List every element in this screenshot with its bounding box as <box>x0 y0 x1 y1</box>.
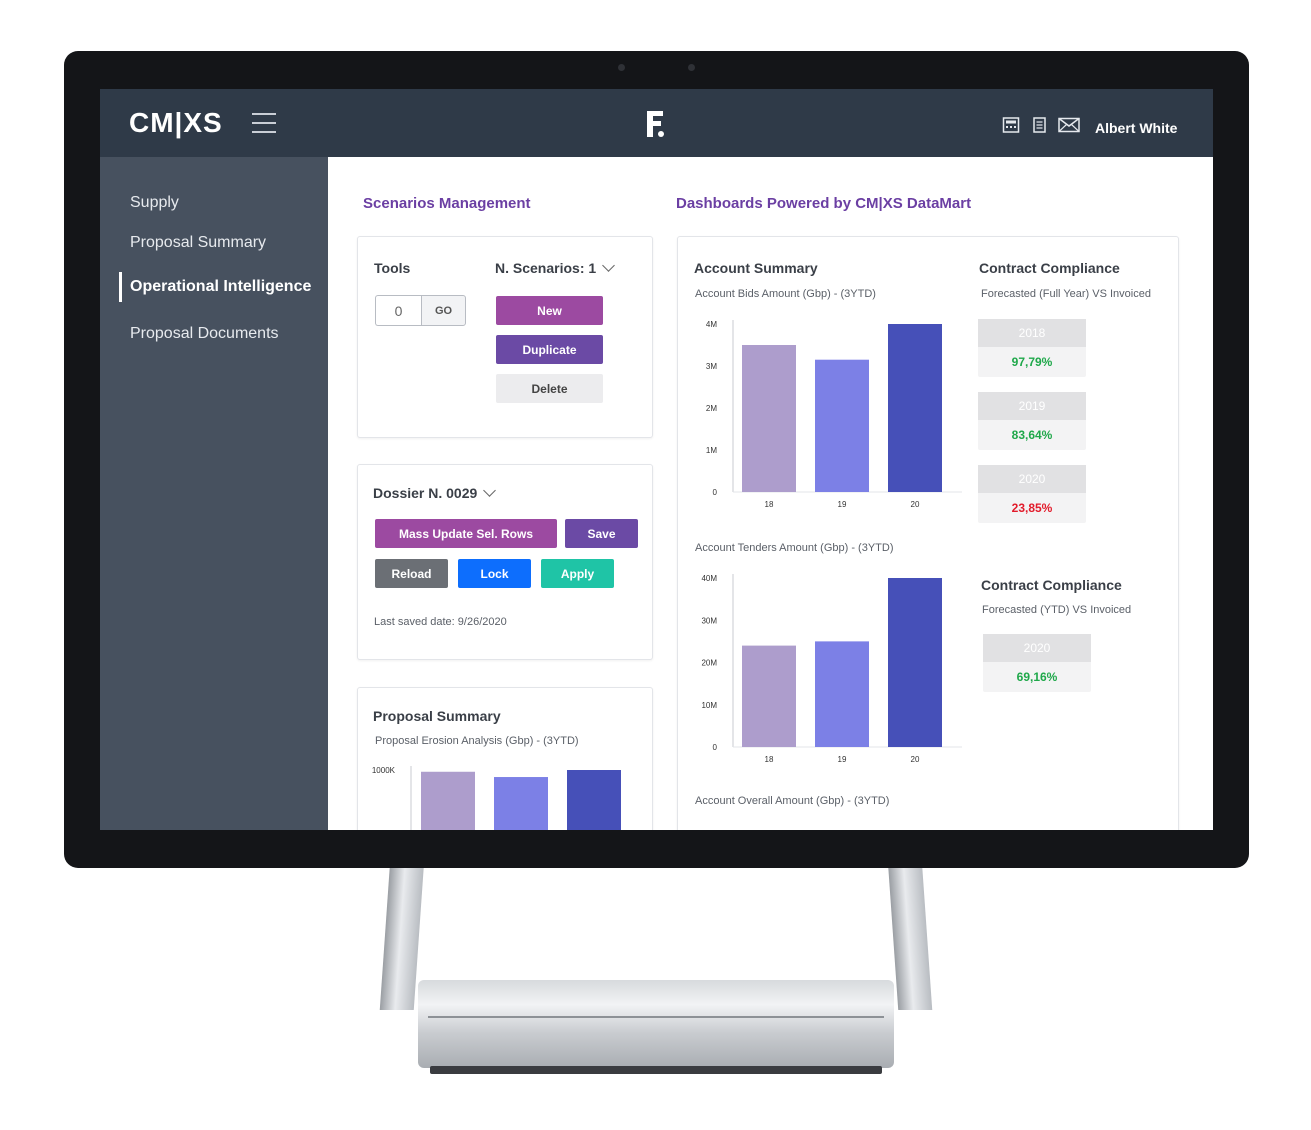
proposal-bar <box>421 771 475 830</box>
proposal-bar <box>567 770 621 830</box>
tenders-y-tick-label: 0 <box>713 743 718 752</box>
mass-update-button[interactable]: Mass Update Sel. Rows <box>375 519 557 548</box>
contract-compliance-ytd-subtitle: Forecasted (YTD) VS Invoiced <box>982 604 1132 616</box>
tools-card: Tools N. Scenarios: 1 GO New Duplicate D… <box>357 236 653 438</box>
duplicate-button[interactable]: Duplicate <box>496 335 603 364</box>
kpi-year: 2018 <box>978 319 1086 347</box>
scenarios-count: N. Scenarios: 1 <box>495 260 597 276</box>
bids-bar <box>815 359 869 492</box>
save-button[interactable]: Save <box>565 519 638 548</box>
delete-button[interactable]: Delete <box>496 374 603 403</box>
scenario-number-input[interactable] <box>375 295 421 326</box>
kpi-value: 23,85% <box>1011 501 1053 515</box>
tenders-bar <box>888 578 942 747</box>
bids-bar <box>888 324 942 492</box>
sidebar: Supply Proposal Summary Operational Inte… <box>100 157 328 830</box>
top-bar: CM|XS Albert White <box>100 89 1213 157</box>
new-button[interactable]: New <box>496 296 603 325</box>
proposal-summary-title: Proposal Summary <box>373 708 501 724</box>
calculator-icon[interactable] <box>1002 117 1020 133</box>
kpi-value: 83,64% <box>1011 428 1053 442</box>
bids-y-tick-label: 2M <box>706 404 717 413</box>
account-bids-subtitle: Account Bids Amount (Gbp) - (3YTD) <box>695 288 876 300</box>
lock-button[interactable]: Lock <box>458 559 531 588</box>
monitor-stand-right-arm <box>887 860 933 1010</box>
contract-compliance-ytd-title: Contract Compliance <box>981 577 1122 593</box>
contract-compliance-fy-title: Contract Compliance <box>979 260 1120 276</box>
bids-y-tick-label: 0 <box>713 488 718 497</box>
camera-lens <box>688 64 695 71</box>
scenarios-dropdown[interactable]: N. Scenarios: 1 <box>495 258 616 276</box>
app-screen: CM|XS Albert White <box>100 89 1213 830</box>
tenders-bar <box>815 641 869 747</box>
bids-y-tick-label: 3M <box>706 362 717 371</box>
tenders-bar <box>742 645 796 747</box>
proposal-summary-subtitle: Proposal Erosion Analysis (Gbp) - (3YTD) <box>375 735 579 747</box>
sidebar-item-supply[interactable]: Supply <box>130 194 179 211</box>
proposal-y-tick-label: 1000K <box>372 766 396 775</box>
monitor-stand-base <box>418 980 894 1068</box>
kpi-year: 2020 <box>978 465 1086 493</box>
kpi-year: 2020 <box>983 634 1091 662</box>
chevron-down-icon <box>483 483 497 497</box>
kpi-tile-2020[interactable]: 2020 23,85% <box>978 465 1086 523</box>
bids-bar <box>742 345 796 492</box>
sidebar-item-proposal-documents[interactable]: Proposal Documents <box>130 325 279 342</box>
hamburger-icon[interactable] <box>252 113 276 133</box>
kpi-value: 69,16% <box>1016 670 1058 684</box>
proposal-bar <box>494 777 548 830</box>
account-tenders-subtitle: Account Tenders Amount (Gbp) - (3YTD) <box>695 542 894 554</box>
apply-button[interactable]: Apply <box>541 559 614 588</box>
kpi-tile-2018[interactable]: 2018 97,79% <box>978 319 1086 377</box>
proposal-erosion-chart: 1000K <box>372 766 621 830</box>
brand-logo-icon <box>647 111 664 137</box>
last-saved-date: Last saved date: 9/26/2020 <box>374 616 507 628</box>
tenders-y-tick-label: 20M <box>701 659 717 668</box>
kpi-year: 2019 <box>978 392 1086 420</box>
dossier-dropdown[interactable]: Dossier N. 0029 <box>373 483 497 501</box>
bids-x-tick-label: 20 <box>911 500 920 509</box>
account-bids-chart: 0 1M 2M 3M 4M 18 19 20 <box>706 320 962 509</box>
proposal-summary-card: Proposal Summary Proposal Erosion Analys… <box>357 687 653 830</box>
app-logo[interactable]: CM|XS <box>129 107 223 138</box>
tenders-y-tick-label: 40M <box>701 574 717 583</box>
tenders-x-tick-label: 18 <box>765 755 774 764</box>
dossier-title: Dossier N. 0029 <box>373 485 478 501</box>
account-overall-subtitle: Account Overall Amount (Gbp) - (3YTD) <box>695 795 890 807</box>
user-name[interactable]: Albert White <box>1095 120 1178 136</box>
go-button[interactable]: GO <box>421 295 466 326</box>
contract-compliance-fy-subtitle: Forecasted (Full Year) VS Invoiced <box>981 288 1151 300</box>
camera-sensor <box>618 64 625 71</box>
bids-y-tick-label: 4M <box>706 320 717 329</box>
sidebar-item-operational-intelligence[interactable]: Operational Intelligence <box>130 278 312 295</box>
scenarios-management-title: Scenarios Management <box>363 195 531 212</box>
tenders-y-tick-label: 10M <box>701 701 717 710</box>
bids-y-tick-label: 1M <box>706 446 717 455</box>
kpi-tile-ytd-2020[interactable]: 2020 69,16% <box>983 634 1091 692</box>
document-icon[interactable] <box>1030 117 1048 133</box>
account-tenders-chart: 0 10M 20M 30M 40M 18 19 20 <box>701 574 962 764</box>
mail-icon[interactable] <box>1058 117 1080 133</box>
account-summary-title: Account Summary <box>694 260 818 276</box>
bids-x-tick-label: 19 <box>838 500 847 509</box>
dossier-card: Dossier N. 0029 Mass Update Sel. Rows Sa… <box>357 464 653 660</box>
tenders-x-tick-label: 20 <box>911 755 920 764</box>
chevron-down-icon <box>602 258 616 272</box>
tenders-y-tick-label: 30M <box>701 616 717 625</box>
dashboards-title: Dashboards Powered by CM|XS DataMart <box>676 195 972 212</box>
monitor-stand-foot <box>430 1066 882 1074</box>
kpi-tile-2019[interactable]: 2019 83,64% <box>978 392 1086 450</box>
dashboards-card: Account Summary Account Bids Amount (Gbp… <box>677 236 1179 830</box>
bids-x-tick-label: 18 <box>765 500 774 509</box>
tenders-x-tick-label: 19 <box>838 755 847 764</box>
reload-button[interactable]: Reload <box>375 559 448 588</box>
kpi-value: 97,79% <box>1011 355 1053 369</box>
tools-label: Tools <box>374 260 411 276</box>
active-nav-indicator <box>119 272 122 302</box>
sidebar-item-proposal-summary[interactable]: Proposal Summary <box>130 234 267 251</box>
